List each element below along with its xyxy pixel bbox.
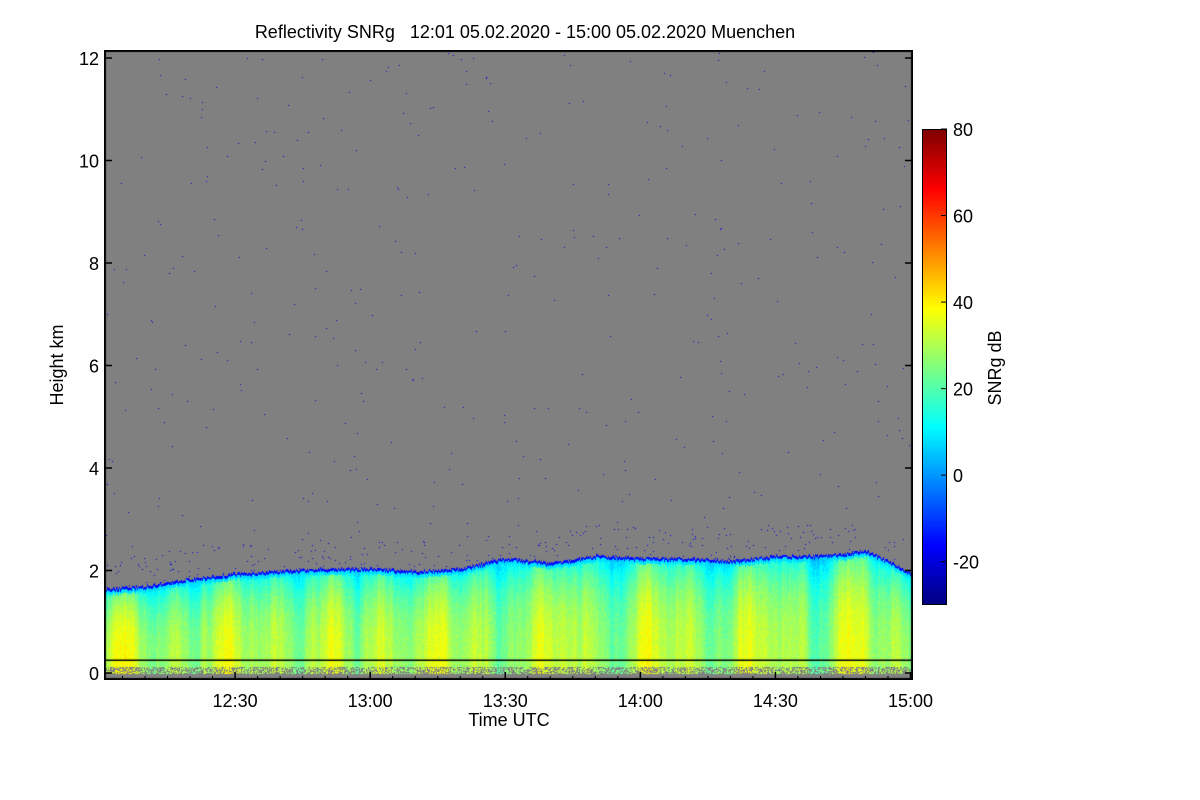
y-tick-label: 6 [89, 357, 99, 377]
colorbar-tick-label: -20 [953, 553, 979, 573]
y-tick-label: 12 [79, 49, 99, 69]
y-tick-label: 8 [89, 254, 99, 274]
colorbar-tick-label: 60 [953, 207, 973, 227]
y-tick-label: 4 [89, 459, 99, 479]
x-tick-label: 12:30 [213, 691, 258, 711]
x-tick-label: 14:30 [753, 691, 798, 711]
colorbar-tick-label: 80 [953, 120, 973, 140]
y-tick-label: 2 [89, 562, 99, 582]
colorbar-label: SNRg dB [985, 330, 1005, 405]
x-tick-label: 14:00 [618, 691, 663, 711]
colorbar-tick-label: 0 [953, 466, 963, 486]
heatmap-plot-area [104, 50, 913, 680]
y-axis-label: Height km [47, 324, 67, 405]
x-axis-label: Time UTC [468, 710, 549, 730]
y-tick-label: 10 [79, 152, 99, 172]
x-tick-label: 13:30 [483, 691, 528, 711]
colorbar-tick-label: 40 [953, 293, 973, 313]
x-tick-label: 13:00 [348, 691, 393, 711]
x-tick-label: 15:00 [888, 691, 933, 711]
y-tick-label: 0 [89, 664, 99, 684]
colorbar-tick-label: 20 [953, 380, 973, 400]
colorbar [922, 129, 947, 605]
chart-title: Reflectivity SNRg 12:01 05.02.2020 - 15:… [254, 22, 796, 42]
